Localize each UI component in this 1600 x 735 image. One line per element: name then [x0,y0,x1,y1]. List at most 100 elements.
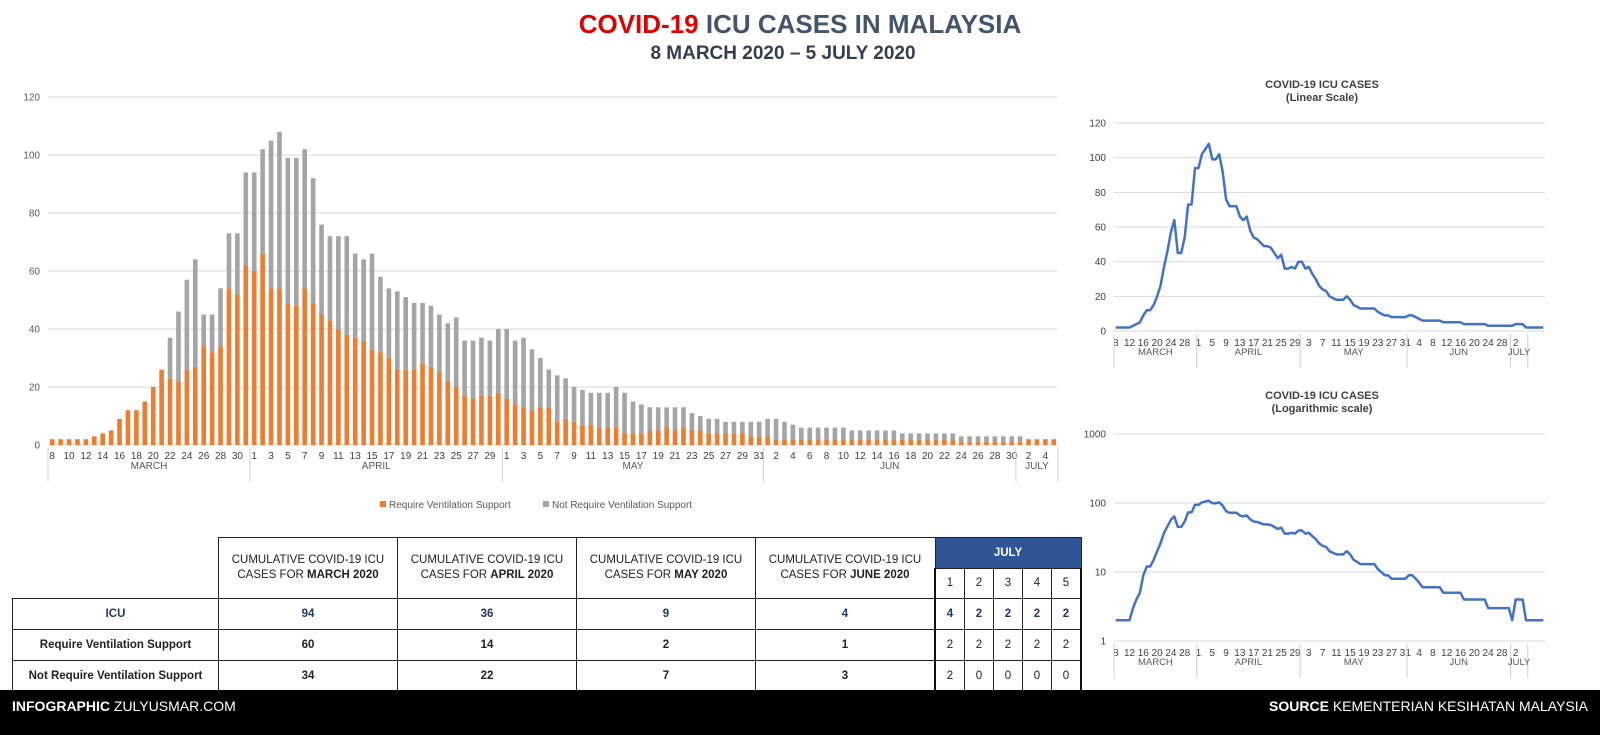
bar-no-ventilation [1009,436,1015,443]
bar-ventilation [218,346,223,445]
cell: 14 [397,629,577,661]
bar-ventilation [622,433,627,445]
bar-ventilation [748,436,754,445]
bar-ventilation [75,439,80,445]
bar-ventilation [529,410,535,445]
x-tick-label: 28 [1179,648,1191,659]
x-tick-label: 31 [1400,648,1412,659]
month-label: MARCH [1138,657,1173,668]
month-label: JULY [1025,461,1049,472]
bar-no-ventilation [420,302,425,364]
bar-no-ventilation [866,430,871,440]
bar-no-ventilation [563,378,568,419]
bar-ventilation [268,288,274,445]
bar-no-ventilation [428,305,434,367]
bar-ventilation [1026,439,1031,445]
bar-ventilation [664,427,669,445]
x-tick-label: 29 [1289,338,1301,349]
cell: 4 [755,598,936,630]
x-tick-label: 17 [1248,648,1260,659]
bar-no-ventilation [495,329,501,393]
footer-bar: INFOGRAPHIC ZULYUSMAR.COM SOURCE KEMENTE… [0,690,1600,735]
cell: 9 [576,598,756,630]
x-tick-label: 13 [1234,648,1246,659]
x-tick-label: 20 [1469,648,1481,659]
x-tick-label: 5 [1209,338,1215,349]
bar-ventilation [108,430,114,445]
bar-no-ventilation [655,407,661,431]
bar-ventilation [866,439,871,445]
x-tick-label: 10 [63,451,75,462]
header-may: CUMULATIVE COVID-19 ICU CASES FOR MAY 202… [576,537,756,599]
x-tick-label: 31 [754,451,766,462]
bar-no-ventilation [504,329,510,399]
table-corner [13,538,219,599]
row-label-nonvent: Not Require Ventilation Support [12,660,219,693]
bar-no-ventilation [588,392,594,425]
legend-swatch-no-ventilation [543,501,549,507]
bar-ventilation [378,352,383,445]
july-cell: 0 [964,660,994,693]
july-cell: 0 [1051,660,1082,693]
x-tick-label: 15 [619,451,631,462]
bar-no-ventilation [554,375,560,422]
bar-ventilation [159,369,164,445]
bar-no-ventilation [285,157,291,303]
bar-ventilation [984,442,989,445]
cell: 3 [755,660,936,693]
x-tick-label: 2 [773,451,779,462]
x-tick-label: 10 [838,451,850,462]
bar-no-ventilation [916,433,922,440]
bar-ventilation [302,288,308,445]
bar-no-ventilation [302,149,308,289]
x-tick-label: 21 [1262,648,1274,659]
bar-ventilation [1017,442,1023,445]
x-tick-label: 15 [1345,338,1357,349]
y-tick-label: 120 [1089,119,1106,130]
bar-ventilation [672,430,678,445]
bar-no-ventilation [899,433,905,440]
bar-no-ventilation [798,427,804,440]
y-tick-label: 0 [1100,327,1106,338]
x-tick-label: 19 [1358,648,1370,659]
bar-no-ventilation [832,427,838,440]
title-rest: ICU CASES IN MALAYSIA [705,9,1022,39]
bar-no-ventilation [235,233,240,295]
x-tick-label: 8 [1113,648,1119,659]
bar-ventilation [479,395,484,445]
month-label: JULY [1508,347,1531,358]
bar-no-ventilation [293,157,299,306]
x-tick-label: 28 [215,451,227,462]
bar-no-ventilation [815,427,821,440]
header-april: CUMULATIVE COVID-19 ICU CASES FOR APRIL 2… [397,537,577,599]
bar-ventilation [201,346,207,445]
footer-source: SOURCE KEMENTERIAN KESIHATAN MALAYSIA [1269,698,1588,714]
x-tick-label: 9 [1223,648,1229,659]
x-tick-label: 12 [1124,338,1136,349]
bar-ventilation [925,439,930,445]
bar-no-ventilation [748,421,754,437]
bar-ventilation [504,398,510,445]
x-tick-label: 13 [1234,338,1246,349]
bar-no-ventilation [378,276,383,353]
bar-no-ventilation [538,358,543,408]
bar-ventilation [538,407,543,445]
bar-no-ventilation [782,421,787,440]
bar-ventilation [344,334,350,445]
month-label: APRIL [1235,657,1262,668]
bar-ventilation [251,271,257,445]
x-tick-label: 24 [1483,338,1495,349]
page-subtitle: 8 MARCH 2020 – 5 JULY 2020 [650,43,916,64]
x-tick-label: 27 [1386,338,1398,349]
row-label-icu: ICU [12,598,219,630]
x-tick-label: 27 [467,451,479,462]
x-tick-label: 1 [504,451,510,462]
bar-no-ventilation [310,178,316,303]
bar-ventilation [319,314,324,445]
month-label: JUN [880,461,899,472]
x-tick-label: 15 [1345,648,1357,659]
x-tick-label: 19 [1358,338,1370,349]
x-tick-label: 12 [1441,648,1453,659]
x-tick-label: 7 [554,451,560,462]
